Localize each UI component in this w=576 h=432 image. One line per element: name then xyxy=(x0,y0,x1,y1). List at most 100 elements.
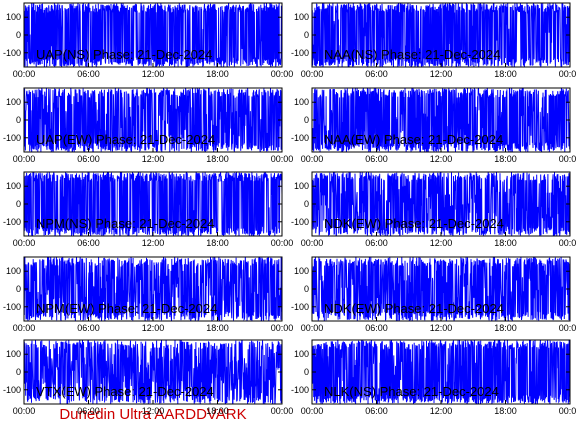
plot-title: NAA(NS) Phase: 21-Dec-2024 xyxy=(324,47,500,62)
x-tick-label: 12:00 xyxy=(142,69,165,79)
y-tick-label: -100 xyxy=(3,302,21,312)
x-tick-label: 00:00 xyxy=(271,238,294,248)
x-tick-label: 06:00 xyxy=(77,69,100,79)
x-tick-label: 00:00 xyxy=(13,323,36,333)
y-tick-label: -100 xyxy=(291,217,309,227)
x-tick-label: 18:00 xyxy=(206,154,229,164)
y-tick-label: -100 xyxy=(291,302,309,312)
plot-title: UAP(EW) Phase: 21-Dec-2024 xyxy=(36,132,215,147)
x-tick-label: 06:00 xyxy=(77,238,100,248)
y-tick-label: 0 xyxy=(16,199,21,209)
x-tick-label: 12:00 xyxy=(430,238,453,248)
x-tick-label: 06:00 xyxy=(365,154,388,164)
x-tick-label: 18:00 xyxy=(494,69,517,79)
y-tick-label: 0 xyxy=(304,284,309,294)
phase-trace xyxy=(312,88,570,152)
x-tick-label: 00:00 xyxy=(301,323,324,333)
phase-trace xyxy=(312,172,570,236)
y-tick-label: 0 xyxy=(16,367,21,377)
plot-title: NPM(EW) Phase: 21-Dec-2024 xyxy=(36,301,217,316)
x-tick-label: 06:00 xyxy=(365,69,388,79)
phase-trace xyxy=(24,88,282,152)
x-tick-label: 12:00 xyxy=(142,406,165,416)
x-tick-label: 12:00 xyxy=(430,323,453,333)
x-tick-label: 12:00 xyxy=(142,154,165,164)
x-tick-label: 00:00 xyxy=(559,238,576,248)
panel-6: 1000-10000:0006:0012:0018:0000:00NDK(EW)… xyxy=(291,171,576,248)
panel-10: 1000-10000:0006:0012:0018:0000:00NLK(NS)… xyxy=(291,339,576,416)
x-tick-label: 12:00 xyxy=(142,238,165,248)
y-tick-label: 0 xyxy=(16,284,21,294)
x-tick-label: 18:00 xyxy=(206,323,229,333)
y-tick-label: 0 xyxy=(304,30,309,40)
footer-caption: Dunedin Ultra AARDDVARK xyxy=(59,406,246,423)
y-tick-label: 0 xyxy=(304,199,309,209)
y-tick-label: 100 xyxy=(294,12,309,22)
phase-trace xyxy=(24,3,282,67)
x-tick-label: 06:00 xyxy=(77,323,100,333)
x-tick-label: 18:00 xyxy=(494,406,517,416)
x-tick-label: 00:00 xyxy=(271,323,294,333)
y-tick-label: 100 xyxy=(294,181,309,191)
x-tick-label: 18:00 xyxy=(494,323,517,333)
x-tick-label: 06:00 xyxy=(365,323,388,333)
x-tick-label: 00:00 xyxy=(301,154,324,164)
panel-8: 1000-10000:0006:0012:0018:0000:00NDK(EW)… xyxy=(291,256,576,333)
plot-title: NDK(EW) Phase: 21-Dec-2024 xyxy=(324,301,504,316)
plot-title: NDK(EW) Phase: 21-Dec-2024 xyxy=(324,216,504,231)
x-tick-label: 18:00 xyxy=(206,69,229,79)
x-tick-label: 06:00 xyxy=(365,406,388,416)
x-tick-label: 06:00 xyxy=(77,406,100,416)
plot-title: NLK(NS) Phase: 21-Dec-2024 xyxy=(324,384,499,399)
x-tick-label: 00:00 xyxy=(13,406,36,416)
y-tick-label: -100 xyxy=(291,133,309,143)
y-tick-label: 0 xyxy=(16,115,21,125)
x-tick-label: 12:00 xyxy=(430,406,453,416)
x-tick-label: 00:00 xyxy=(559,323,576,333)
phase-trace xyxy=(24,340,282,404)
y-tick-label: 100 xyxy=(294,97,309,107)
plot-title: NAA(EW) Phase: 21-Dec-2024 xyxy=(324,132,503,147)
y-tick-label: 100 xyxy=(6,266,21,276)
x-tick-label: 00:00 xyxy=(559,69,576,79)
x-tick-label: 00:00 xyxy=(271,69,294,79)
panel-4: 1000-10000:0006:0012:0018:0000:00NAA(EW)… xyxy=(291,87,576,164)
x-tick-label: 12:00 xyxy=(142,323,165,333)
y-tick-label: -100 xyxy=(3,133,21,143)
y-tick-label: 0 xyxy=(304,115,309,125)
x-tick-label: 00:00 xyxy=(559,154,576,164)
y-tick-label: 100 xyxy=(294,349,309,359)
x-tick-label: 00:00 xyxy=(301,69,324,79)
plot-title: UAP(NS) Phase: 21-Dec-2024 xyxy=(36,47,212,62)
x-tick-label: 00:00 xyxy=(13,69,36,79)
phase-trace xyxy=(312,3,570,67)
y-tick-label: 100 xyxy=(6,181,21,191)
phase-trace xyxy=(24,172,282,236)
y-tick-label: 100 xyxy=(6,349,21,359)
y-tick-label: -100 xyxy=(291,48,309,58)
x-tick-label: 18:00 xyxy=(206,406,229,416)
phase-trace xyxy=(312,340,570,404)
x-tick-label: 06:00 xyxy=(77,154,100,164)
y-tick-label: 100 xyxy=(294,266,309,276)
y-tick-label: 100 xyxy=(6,97,21,107)
x-tick-label: 12:00 xyxy=(430,69,453,79)
x-tick-label: 00:00 xyxy=(301,238,324,248)
x-tick-label: 18:00 xyxy=(494,238,517,248)
x-tick-label: 06:00 xyxy=(365,238,388,248)
x-tick-label: 00:00 xyxy=(13,154,36,164)
x-tick-label: 00:00 xyxy=(271,154,294,164)
x-tick-label: 00:00 xyxy=(13,238,36,248)
panel-2: 1000-10000:0006:0012:0018:0000:00NAA(NS)… xyxy=(291,2,576,79)
x-tick-label: 00:00 xyxy=(301,406,324,416)
y-tick-label: 100 xyxy=(6,12,21,22)
y-tick-label: 0 xyxy=(16,30,21,40)
y-tick-label: -100 xyxy=(3,217,21,227)
y-tick-label: 0 xyxy=(304,367,309,377)
y-tick-label: -100 xyxy=(3,385,21,395)
